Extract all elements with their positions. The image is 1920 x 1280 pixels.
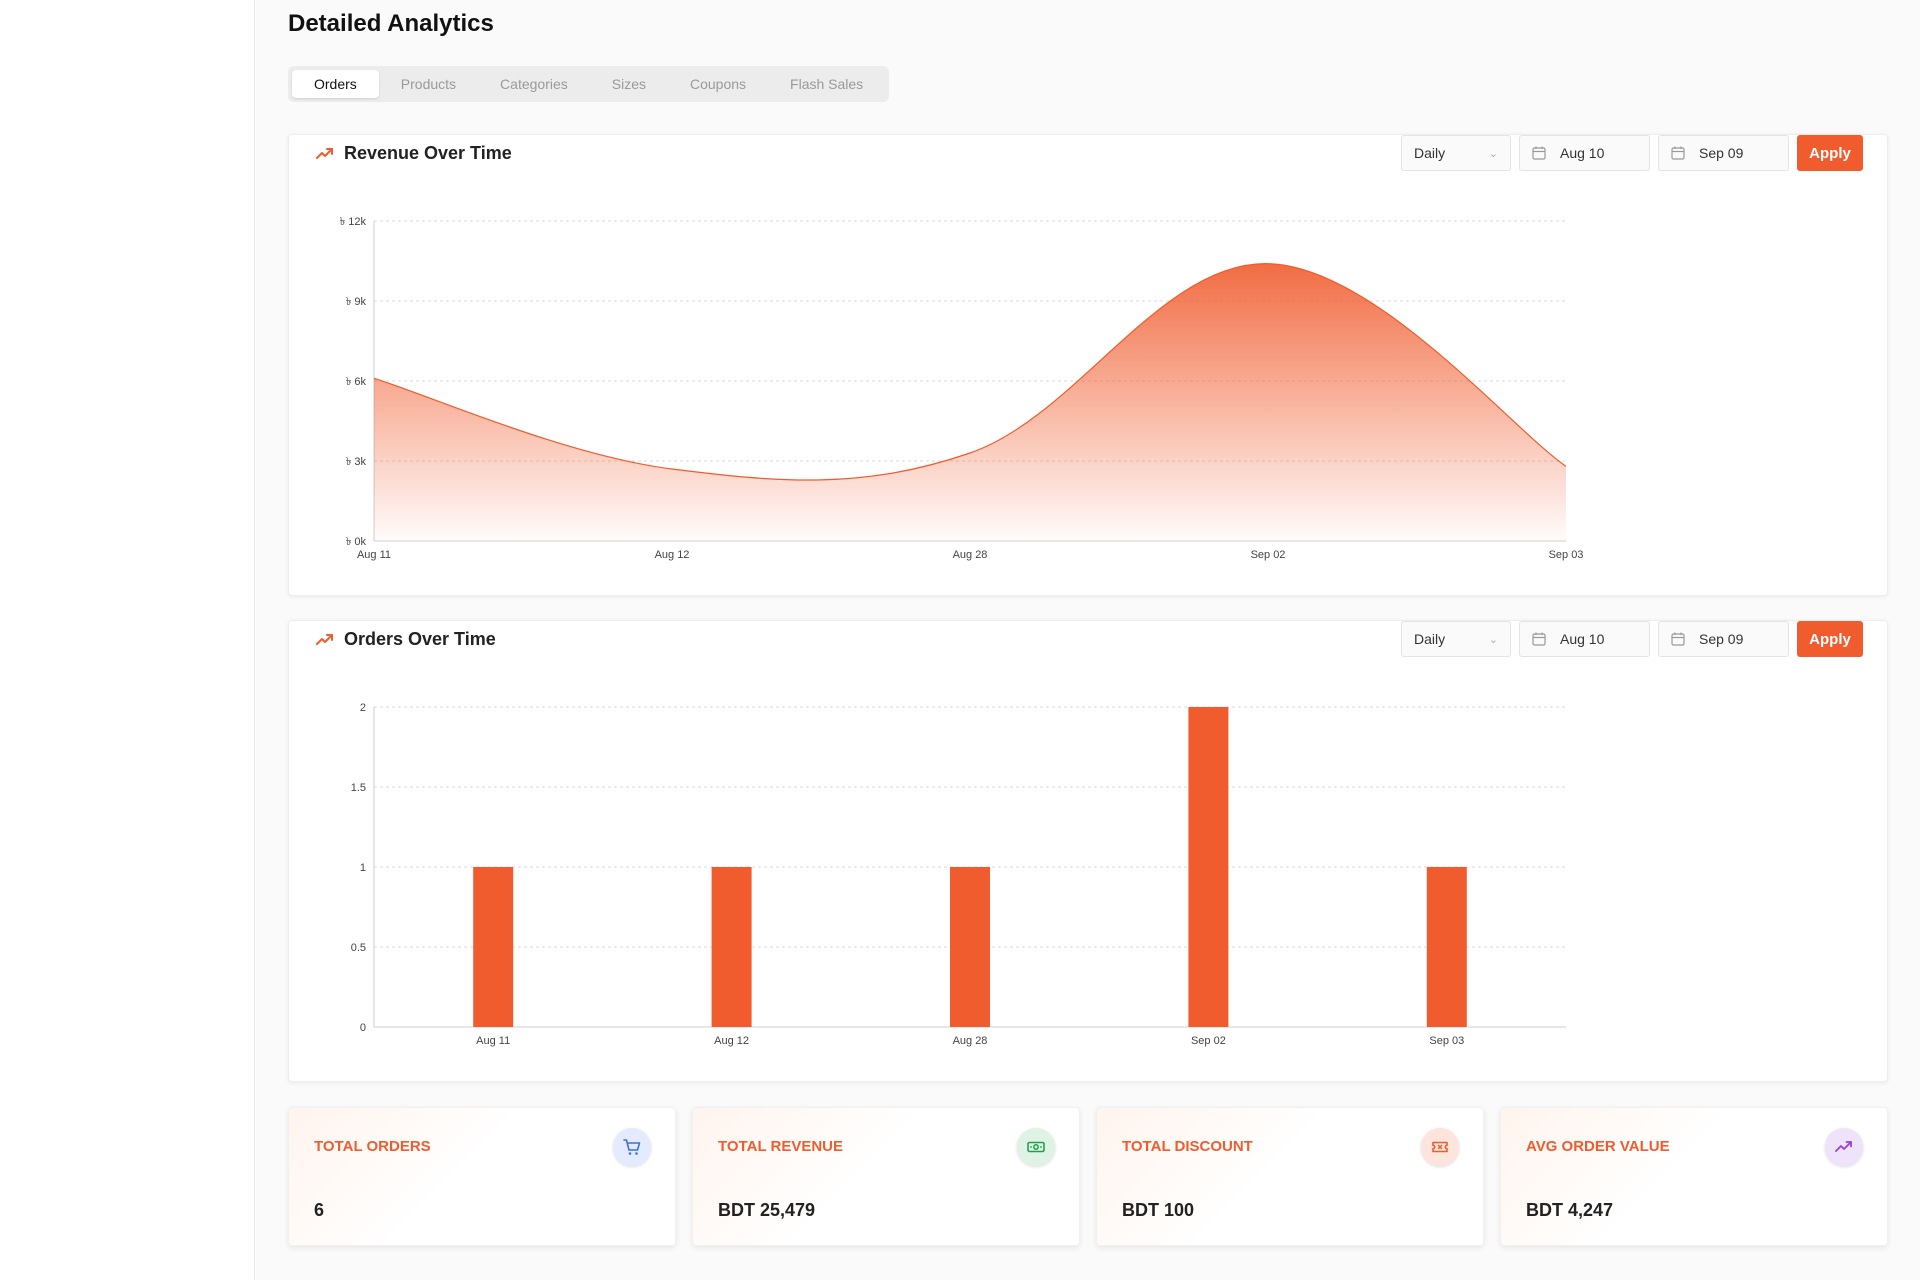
stat-value: BDT 100 bbox=[1122, 1200, 1195, 1220]
stat-label: TOTAL ORDERS bbox=[314, 1138, 431, 1155]
stat-card-total-discount: TOTAL DISCOUNT BDT 100 bbox=[1096, 1107, 1484, 1246]
y-tick-label: ৳ 0k bbox=[346, 536, 367, 548]
orders-controls: Daily ⌄ Aug 10 Sep 09 Apply bbox=[1401, 621, 1863, 657]
revenue-chart-card: ৳ 0k ৳ 3k ৳ 6k ৳ 9k ৳ 12k Aug 11 Aug 12 Aug 28 S… bbox=[288, 134, 1888, 596]
orders-chart-card: 0 0.5 1 1.5 2 Aug 11 Aug 12 Aug 28 Sep 02 Sep 03 … bbox=[288, 620, 1888, 1082]
orders-apply-button[interactable]: Apply bbox=[1797, 621, 1863, 657]
tab-orders[interactable]: Orders bbox=[292, 70, 379, 98]
orders-bar[interactable] bbox=[473, 867, 514, 1027]
orders-bar[interactable] bbox=[950, 867, 990, 1027]
trend-up-icon bbox=[315, 144, 335, 164]
y-tick-label: 0.5 bbox=[351, 942, 366, 954]
revenue-end-date-value: Sep 09 bbox=[1699, 145, 1744, 161]
x-tick-label: Aug 28 bbox=[953, 1035, 988, 1047]
orders-start-date[interactable]: Aug 10 bbox=[1519, 621, 1650, 657]
orders-chart: 0 0.5 1 1.5 2 Aug 11 Aug 12 Aug 28 Sep 02 Sep 03 bbox=[351, 702, 1566, 1047]
y-tick-label: 1.5 bbox=[351, 782, 366, 794]
revenue-card-title: Revenue Over Time bbox=[315, 143, 512, 164]
calendar-icon bbox=[1532, 632, 1546, 646]
tab-categories[interactable]: Categories bbox=[500, 76, 568, 92]
stat-value: BDT 25,479 bbox=[718, 1200, 816, 1220]
revenue-start-date[interactable]: Aug 10 bbox=[1519, 135, 1650, 171]
stat-value: BDT 4,247 bbox=[1526, 1200, 1614, 1220]
tab-sizes[interactable]: Sizes bbox=[611, 76, 646, 92]
trend-up-icon bbox=[315, 630, 335, 650]
y-tick-label: ৳ 6k bbox=[346, 376, 367, 388]
chevron-down-icon: ⌄ bbox=[1488, 147, 1498, 160]
revenue-title-text: Revenue Over Time bbox=[344, 143, 512, 163]
revenue-end-date[interactable]: Sep 09 bbox=[1658, 135, 1789, 171]
orders-start-date-value: Aug 10 bbox=[1560, 631, 1605, 647]
ticket-icon bbox=[1421, 1128, 1459, 1166]
stat-label: TOTAL REVENUE bbox=[718, 1138, 844, 1155]
stat-card-total-revenue: TOTAL REVENUE BDT 25,479 bbox=[692, 1107, 1080, 1246]
tab-coupons[interactable]: Coupons bbox=[689, 76, 747, 92]
sidebar bbox=[0, 0, 255, 1280]
chevron-down-icon: ⌄ bbox=[1488, 633, 1498, 646]
revenue-controls: Daily ⌄ Aug 10 Sep 09 Apply bbox=[1401, 135, 1863, 171]
trend-up-icon bbox=[1825, 1128, 1863, 1166]
calendar-icon bbox=[1532, 146, 1546, 160]
stat-card-avg-order-value: AVG ORDER VALUE BDT 4,247 bbox=[1500, 1107, 1888, 1246]
x-tick-label: Aug 12 bbox=[655, 549, 690, 561]
orders-bar[interactable] bbox=[1188, 707, 1229, 1027]
revenue-chart: ৳ 0k ৳ 3k ৳ 6k ৳ 9k ৳ 12k Aug 11 Aug 12 Aug 28 S… bbox=[340, 216, 1584, 561]
revenue-period-value: Daily bbox=[1414, 145, 1446, 161]
x-tick-label: Aug 11 bbox=[357, 549, 391, 561]
y-tick-label: 0 bbox=[360, 1022, 366, 1034]
orders-end-date-value: Sep 09 bbox=[1699, 631, 1744, 647]
orders-title-text: Orders Over Time bbox=[344, 629, 496, 649]
stat-label: TOTAL DISCOUNT bbox=[1122, 1138, 1253, 1155]
tab-products[interactable]: Products bbox=[400, 76, 457, 92]
orders-bar[interactable] bbox=[711, 867, 752, 1027]
money-icon bbox=[1017, 1128, 1055, 1166]
x-tick-label: Sep 03 bbox=[1549, 549, 1584, 561]
page-title: Detailed Analytics bbox=[288, 10, 494, 37]
orders-period-select[interactable]: Daily ⌄ bbox=[1401, 621, 1511, 657]
revenue-period-select[interactable]: Daily ⌄ bbox=[1401, 135, 1511, 171]
y-tick-label: 2 bbox=[360, 702, 366, 714]
tab-flash-sales[interactable]: Flash Sales bbox=[790, 76, 864, 92]
y-tick-label: ৳ 9k bbox=[346, 296, 367, 308]
revenue-apply-button[interactable]: Apply bbox=[1797, 135, 1863, 171]
revenue-start-date-value: Aug 10 bbox=[1560, 145, 1605, 161]
x-tick-label: Sep 02 bbox=[1191, 1035, 1226, 1047]
orders-end-date[interactable]: Sep 09 bbox=[1658, 621, 1789, 657]
cart-icon bbox=[613, 1128, 651, 1166]
stat-label: AVG ORDER VALUE bbox=[1526, 1138, 1670, 1155]
revenue-area bbox=[374, 263, 1566, 541]
y-tick-label: ৳ 12k bbox=[340, 216, 367, 228]
calendar-icon bbox=[1671, 632, 1685, 646]
x-tick-label: Aug 12 bbox=[714, 1035, 749, 1047]
orders-period-value: Daily bbox=[1414, 631, 1446, 647]
y-tick-label: 1 bbox=[360, 862, 366, 874]
x-tick-label: Aug 28 bbox=[953, 549, 988, 561]
orders-bar[interactable] bbox=[1426, 867, 1467, 1027]
x-tick-label: Sep 02 bbox=[1251, 549, 1286, 561]
analytics-tabs: Orders Products Categories Sizes Coupons… bbox=[288, 66, 889, 102]
stat-value: 6 bbox=[314, 1200, 325, 1220]
revenue-line bbox=[373, 263, 1567, 481]
x-tick-label: Aug 11 bbox=[476, 1035, 510, 1047]
main-content: Detailed Analytics Orders Products Categ… bbox=[256, 0, 1920, 1280]
x-tick-label: Sep 03 bbox=[1429, 1035, 1464, 1047]
calendar-icon bbox=[1671, 146, 1685, 160]
y-tick-label: ৳ 3k bbox=[346, 456, 367, 468]
orders-card-title: Orders Over Time bbox=[315, 629, 496, 650]
stat-card-total-orders: TOTAL ORDERS 6 bbox=[288, 1107, 676, 1246]
